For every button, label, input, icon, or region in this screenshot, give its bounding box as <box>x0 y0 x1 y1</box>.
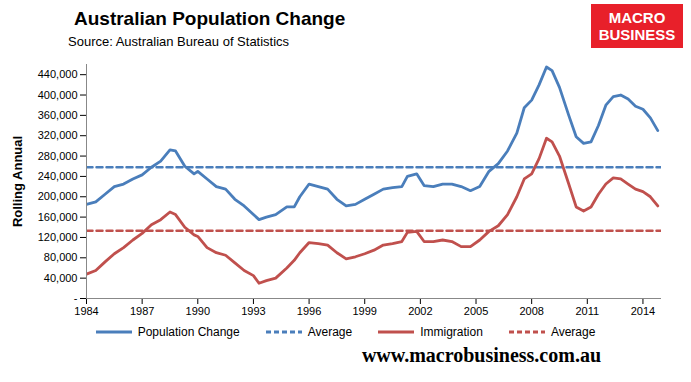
svg-text:1990: 1990 <box>186 305 210 317</box>
html-text:Immigration: Immigration <box>420 325 483 339</box>
svg-text:440,000: 440,000 <box>38 68 78 80</box>
svg-text:2014: 2014 <box>631 305 655 317</box>
svg-text:2002: 2002 <box>408 305 432 317</box>
svg-text:1993: 1993 <box>241 305 265 317</box>
svg-text:1987: 1987 <box>130 305 154 317</box>
svg-text:320,000: 320,000 <box>38 129 78 141</box>
html-text:www.macrobusiness.com.au: www.macrobusiness.com.au <box>361 344 601 366</box>
svg-text:200,000: 200,000 <box>38 190 78 202</box>
svg-text:40,000: 40,000 <box>44 272 78 284</box>
html-text:Average: Average <box>307 325 353 339</box>
svg-text:160,000: 160,000 <box>38 211 78 223</box>
svg-text:1999: 1999 <box>352 305 376 317</box>
svg-text:360,000: 360,000 <box>38 109 78 121</box>
html-text:Population Change: Population Change <box>137 325 240 339</box>
svg-text:1996: 1996 <box>297 305 321 317</box>
svg-text:-: - <box>74 292 78 304</box>
svg-text:120,000: 120,000 <box>38 231 78 243</box>
svg-text:2011: 2011 <box>575 305 599 317</box>
svg-text:80,000: 80,000 <box>44 251 78 263</box>
svg-text:240,000: 240,000 <box>38 170 78 182</box>
html-text:Australian Population Change: Australian Population Change <box>74 8 346 29</box>
svg-text:2005: 2005 <box>464 305 488 317</box>
svg-text:400,000: 400,000 <box>38 89 78 101</box>
html-text:Source: Australian Bureau of S: Source: Australian Bureau of Statistics <box>68 34 290 49</box>
svg-text:2008: 2008 <box>519 305 543 317</box>
html-text:BUSINESS: BUSINESS <box>598 26 676 43</box>
svg-text:Rolling Annual: Rolling Annual <box>10 136 25 227</box>
html-text:Average: Average <box>550 325 596 339</box>
svg-text:280,000: 280,000 <box>38 150 78 162</box>
html-text:MACRO: MACRO <box>608 9 666 26</box>
svg-text:1984: 1984 <box>74 305 98 317</box>
